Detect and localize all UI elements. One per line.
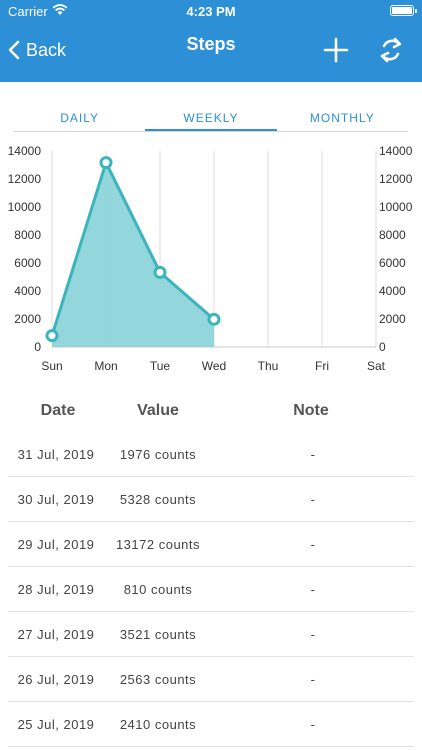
steps-chart: 0 0 2000 2000 4000 4000 6000 6000 8000 8000 10000 1… <box>8 144 413 373</box>
header-note: Note <box>293 402 329 419</box>
y-tick-label-left: 0 <box>34 340 41 354</box>
x-tick-label: Fri <box>315 359 329 373</box>
table-row[interactable]: 25 Jul, 2019 2410 counts - <box>8 702 414 747</box>
cell-date: 29 Jul, 2019 <box>17 536 95 552</box>
cell-date: 27 Jul, 2019 <box>17 626 95 642</box>
data-point <box>153 265 167 279</box>
cell-value: 5328 counts <box>119 491 197 507</box>
x-tick-label: Sun <box>41 359 62 373</box>
series-line <box>50 158 215 337</box>
y-tick-label-right: 8000 <box>379 228 406 242</box>
x-tick-label: Tue <box>150 359 171 373</box>
y-tick-label-right: 2000 <box>379 312 406 326</box>
cell-date: 26 Jul, 2019 <box>17 671 95 687</box>
cell-date: 31 Jul, 2019 <box>17 446 95 462</box>
data-point <box>207 312 221 326</box>
y-tick-label-right: 14000 <box>379 144 413 158</box>
plus-icon[interactable] <box>322 36 350 64</box>
y-tick-label-right: 12000 <box>379 172 413 186</box>
cell-value: 1976 counts <box>119 446 197 462</box>
cell-date: 30 Jul, 2019 <box>17 491 95 507</box>
header-value: Value <box>137 402 179 419</box>
back-button[interactable]: Back <box>8 36 66 64</box>
cell-value: 2563 counts <box>119 671 197 687</box>
y-tick-label-right: 6000 <box>379 256 406 270</box>
cell-value: 810 counts <box>123 581 193 597</box>
refresh-icon[interactable] <box>376 34 406 66</box>
header-date: Date <box>40 402 76 419</box>
cell-value: 13172 counts <box>115 536 201 552</box>
cell-note: - <box>310 626 316 642</box>
table-row[interactable]: 28 Jul, 2019 810 counts - <box>8 567 414 612</box>
cell-date: 25 Jul, 2019 <box>17 716 95 732</box>
carrier-label: Carrier <box>8 4 48 19</box>
tab-monthly[interactable]: MONTHLY <box>309 111 375 125</box>
period-tabs: DAILY WEEKLY MONTHLY <box>14 108 408 132</box>
y-tick-label-left: 4000 <box>14 284 41 298</box>
cell-note: - <box>310 716 316 732</box>
wifi-icon <box>52 4 68 15</box>
cell-note: - <box>310 446 316 462</box>
table-row[interactable]: 30 Jul, 2019 5328 counts - <box>8 477 414 522</box>
y-tick-label-left: 6000 <box>14 256 41 270</box>
cell-value: 3521 counts <box>119 626 197 642</box>
y-tick-label-left: 8000 <box>14 228 41 242</box>
y-tick-label-right: 10000 <box>379 200 413 214</box>
cell-value: 2410 counts <box>119 716 197 732</box>
y-tick-label-left: 2000 <box>14 312 41 326</box>
x-tick-label: Thu <box>258 359 279 373</box>
cell-note: - <box>310 671 316 687</box>
x-tick-label: Sat <box>367 359 386 373</box>
data-point <box>99 156 113 170</box>
table-row[interactable]: 29 Jul, 2019 13172 counts - <box>8 522 414 567</box>
steps-table: Date Value Note 31 Jul, 2019 1976 counts… <box>8 390 414 747</box>
y-tick-label-left: 14000 <box>8 144 42 158</box>
page-title: Steps <box>186 34 236 54</box>
navigation-bar: Carrier 4:23 PM Back Steps <box>0 0 422 82</box>
x-tick-label: Wed <box>202 359 226 373</box>
y-tick-label-left: 12000 <box>8 172 42 186</box>
tab-weekly[interactable]: WEEKLY <box>145 108 277 131</box>
y-tick-label-right: 0 <box>379 340 386 354</box>
back-label: Back <box>26 39 67 60</box>
status-bar: Carrier 4:23 PM <box>0 0 422 22</box>
cell-note: - <box>310 581 316 597</box>
status-time: 4:23 PM <box>186 4 236 19</box>
table-row[interactable]: 31 Jul, 2019 1976 counts - <box>8 432 414 477</box>
table-header: Date Value Note <box>8 390 414 432</box>
cell-date: 28 Jul, 2019 <box>17 581 95 597</box>
cell-note: - <box>310 536 316 552</box>
table-row[interactable]: 27 Jul, 2019 3521 counts - <box>8 612 414 657</box>
chevron-left-icon <box>8 40 20 60</box>
cell-note: - <box>310 491 316 507</box>
tab-daily[interactable]: DAILY <box>60 111 100 125</box>
x-tick-label: Mon <box>94 359 117 373</box>
battery-icon <box>390 5 417 16</box>
data-point <box>45 329 59 343</box>
y-tick-label-left: 10000 <box>8 200 42 214</box>
table-row[interactable]: 26 Jul, 2019 2563 counts - <box>8 657 414 702</box>
y-tick-label-right: 4000 <box>379 284 406 298</box>
